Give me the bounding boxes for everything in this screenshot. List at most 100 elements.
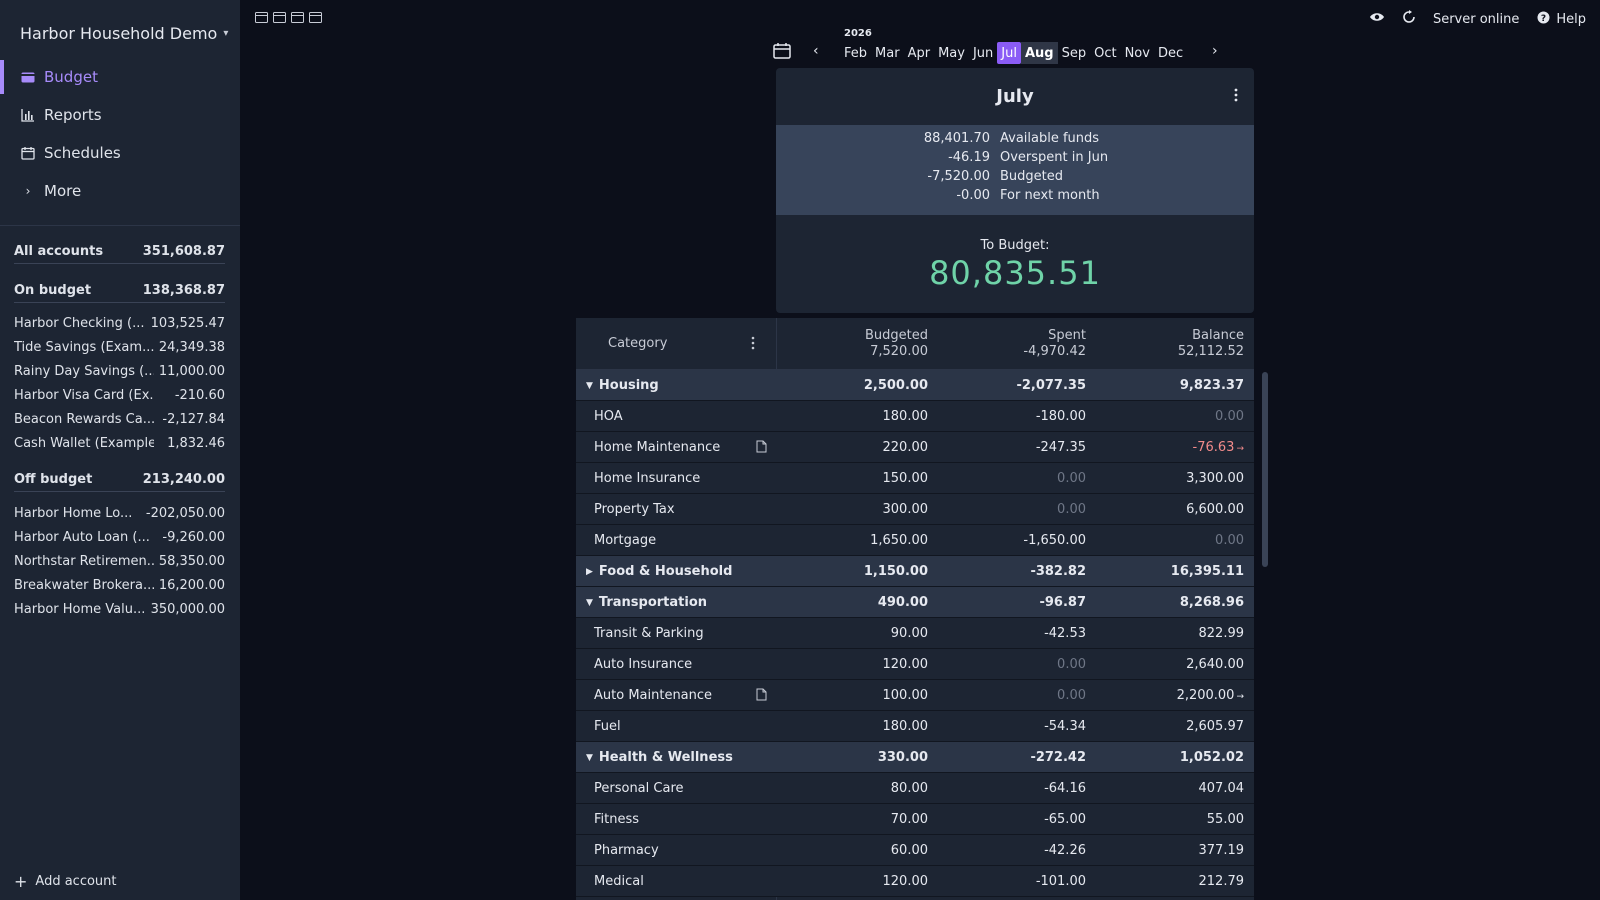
nav-schedules[interactable]: Schedules [0, 136, 240, 170]
spent-cell[interactable]: -64.16 [1044, 781, 1086, 796]
category-cell[interactable]: ▶ Food & Household [586, 564, 732, 579]
category-cell[interactable]: Auto Insurance [594, 657, 692, 672]
month-aug[interactable]: Aug [1020, 42, 1058, 64]
caret-down-icon[interactable]: ▼ [586, 380, 593, 391]
category-row[interactable]: Pharmacy 60.00 -42.26 377.19 [576, 835, 1254, 866]
category-row[interactable]: Fuel 180.00 -54.34 2,605.97 [576, 711, 1254, 742]
budgeted-cell[interactable]: 330.00 [877, 750, 928, 765]
category-cell[interactable]: HOA [594, 409, 623, 424]
balance-cell[interactable]: 2,605.97 [1124, 719, 1244, 734]
spent-cell[interactable]: -54.34 [1044, 719, 1086, 734]
balance-cell[interactable]: 8,268.96 [1124, 595, 1244, 610]
category-cell[interactable]: Pharmacy [594, 843, 659, 858]
spent-cell[interactable]: 0.00 [1057, 502, 1086, 517]
month-nov[interactable]: Nov [1124, 45, 1150, 61]
balance-cell[interactable]: 3,300.00 [1124, 471, 1244, 486]
budgeted-cell[interactable]: 100.00 [882, 688, 929, 703]
category-row[interactable]: Home Insurance 150.00 0.00 3,300.00 [576, 463, 1254, 494]
server-status[interactable]: Server online [1433, 12, 1519, 27]
balance-cell[interactable]: 822.99 [1124, 626, 1245, 641]
balance-cell[interactable]: 407.04 [1124, 781, 1245, 796]
category-row[interactable]: Auto Maintenance 100.00 0.00 2,200.00 → [576, 680, 1254, 711]
nav-more[interactable]: › More [0, 174, 240, 208]
account-item[interactable]: Tide Savings (Exam... 24,349.38 [14, 336, 225, 358]
month-feb[interactable]: Feb [844, 45, 868, 61]
spent-cell[interactable]: -96.87 [1039, 595, 1086, 610]
account-item[interactable]: Rainy Day Savings (... 11,000.00 [14, 360, 225, 382]
calendar-icon[interactable] [773, 42, 791, 63]
month-jun[interactable]: Jun [972, 45, 994, 61]
account-item[interactable]: Beacon Rewards Ca... -2,127.84 [14, 408, 225, 430]
caret-down-icon[interactable]: ▼ [586, 752, 593, 763]
category-group-row[interactable]: ▶ Food & Household 1,150.00 -382.82 16,395.1… [576, 556, 1254, 587]
to-budget-amount[interactable]: 80,835.51 [929, 254, 1101, 292]
calendar-view-4-icon[interactable] [308, 10, 324, 28]
balance-cell[interactable]: 6,600.00 [1124, 502, 1244, 517]
category-cell[interactable]: Home Insurance [594, 471, 700, 486]
spent-cell[interactable]: 0.00 [1057, 688, 1086, 703]
category-cell[interactable]: Medical [594, 874, 644, 889]
help-button[interactable]: ? Help [1537, 11, 1586, 28]
nav-budget[interactable]: Budget [0, 60, 240, 94]
month-oct[interactable]: Oct [1094, 45, 1117, 61]
category-row[interactable]: Medical 120.00 -101.00 212.79 [576, 866, 1254, 897]
category-row[interactable]: Transit & Parking 90.00 -42.53 822.99 [576, 618, 1254, 649]
next-month-button[interactable]: › [1212, 43, 1218, 59]
category-cell[interactable]: Fitness [594, 812, 639, 827]
category-row[interactable]: Personal Care 80.00 -64.16 407.04 [576, 773, 1254, 804]
budgeted-cell[interactable]: 120.00 [882, 874, 929, 889]
budgeted-cell[interactable]: 60.00 [890, 843, 928, 858]
account-item[interactable]: Cash Wallet (Example) 1,832.46 [14, 432, 225, 454]
account-item[interactable]: Harbor Checking (... 103,525.47 [14, 312, 225, 334]
account-item[interactable]: Harbor Auto Loan (... -9,260.00 [14, 526, 225, 548]
all-accounts[interactable]: All accounts 351,608.87 [14, 242, 225, 264]
sync-button[interactable] [1403, 10, 1415, 28]
month-mar[interactable]: Mar [875, 45, 900, 61]
balance-cell[interactable]: 55.00 [1124, 812, 1244, 827]
account-item[interactable]: Harbor Home Valu... 350,000.00 [14, 598, 225, 620]
budgeted-cell[interactable]: 90.00 [890, 626, 928, 641]
scrollbar[interactable] [1262, 372, 1268, 567]
month-sep[interactable]: Sep [1061, 45, 1087, 61]
spent-cell[interactable]: -247.35 [1035, 440, 1086, 455]
spent-cell[interactable]: -42.53 [1044, 626, 1086, 641]
spent-cell[interactable]: -272.42 [1030, 750, 1086, 765]
add-account-button[interactable]: + Add account [14, 872, 117, 891]
balance-cell[interactable]: 377.19 [1124, 843, 1245, 858]
budgeted-cell[interactable]: 1,650.00 [870, 533, 928, 548]
account-item[interactable]: Northstar Retiremen... 58,350.00 [14, 550, 225, 572]
category-row[interactable]: Mortgage 1,650.00 -1,650.00 0.00 [576, 525, 1254, 556]
note-icon[interactable] [756, 440, 767, 457]
category-group-row[interactable]: ▼ Transportation 490.00 -96.87 8,268.96 [576, 587, 1254, 618]
account-item[interactable]: Harbor Home Lo... -202,050.00 [14, 502, 225, 524]
caret-down-icon[interactable]: ▼ [586, 597, 593, 608]
spent-cell[interactable]: -65.00 [1044, 812, 1086, 827]
balance-cell[interactable]: 9,823.37 [1124, 378, 1244, 393]
calendar-view-2-icon[interactable] [272, 10, 288, 28]
category-row[interactable]: HOA 180.00 -180.00 0.00 [576, 401, 1254, 432]
kebab-menu-icon[interactable] [1234, 88, 1238, 106]
spent-cell[interactable]: -382.82 [1030, 564, 1086, 579]
category-cell[interactable]: Home Maintenance [594, 440, 720, 455]
month-may[interactable]: May [938, 45, 965, 61]
kebab-menu-icon[interactable] [751, 336, 755, 354]
budgeted-cell[interactable]: 150.00 [882, 471, 929, 486]
spent-cell[interactable]: 0.00 [1057, 471, 1086, 486]
category-group-row[interactable]: ▼ Housing 2,500.00 -2,077.35 9,823.37 [576, 370, 1254, 401]
spent-cell[interactable]: -180.00 [1035, 409, 1086, 424]
budgeted-cell[interactable]: 2,500.00 [863, 378, 928, 393]
caret-right-icon[interactable]: ▶ [586, 566, 593, 577]
spent-cell[interactable]: -101.00 [1035, 874, 1086, 889]
category-cell[interactable]: ▼ Housing [586, 378, 659, 393]
privacy-toggle[interactable] [1369, 11, 1385, 27]
account-item[interactable]: Breakwater Brokera... 16,200.00 [14, 574, 225, 596]
off-budget-accounts[interactable]: Off budget 213,240.00 [14, 470, 225, 492]
category-row[interactable]: Fitness 70.00 -65.00 55.00 [576, 804, 1254, 835]
category-row[interactable]: Home Maintenance 220.00 -247.35 -76.63 → [576, 432, 1254, 463]
category-cell[interactable]: Mortgage [594, 533, 656, 548]
budgeted-cell[interactable]: 300.00 [882, 502, 929, 517]
category-cell[interactable]: Fuel [594, 719, 621, 734]
spent-cell[interactable]: -2,077.35 [1016, 378, 1086, 393]
balance-cell[interactable]: 0.00 [1124, 409, 1244, 424]
balance-cell[interactable]: 2,640.00 [1124, 657, 1244, 672]
